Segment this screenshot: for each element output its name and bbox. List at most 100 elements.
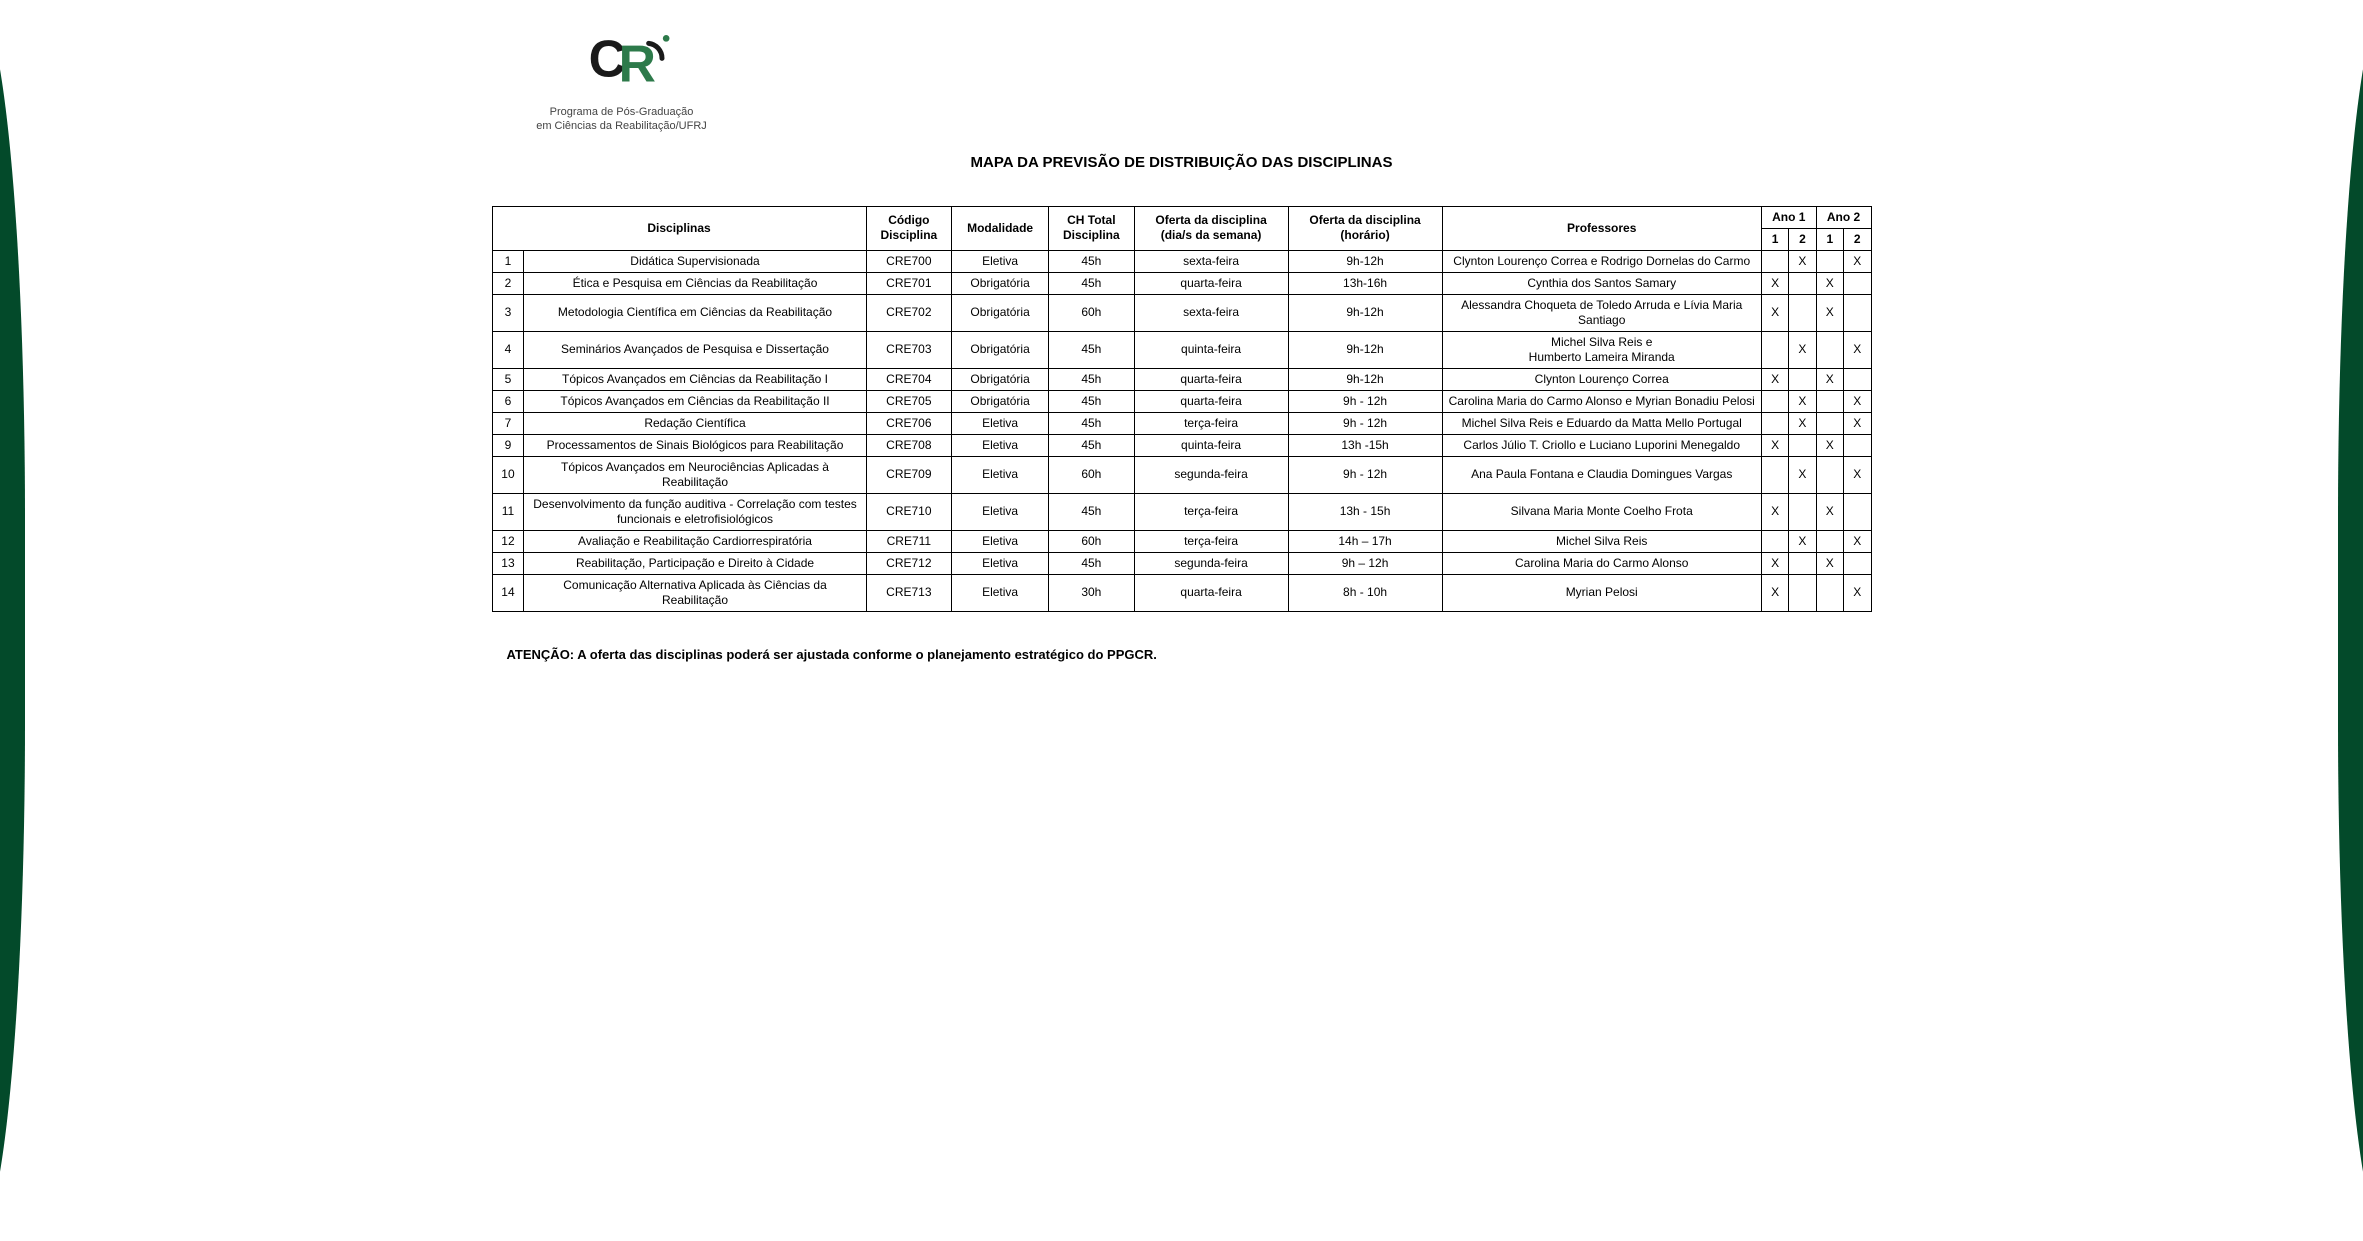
cell-n: 9 bbox=[492, 434, 524, 456]
cell-cod: CRE701 bbox=[866, 272, 952, 294]
disciplines-table: Disciplinas Código Disciplina Modalidade… bbox=[492, 206, 1872, 612]
cell-mod: Eletiva bbox=[952, 456, 1049, 493]
cell-a2s2 bbox=[1843, 493, 1871, 530]
cell-dia: terça-feira bbox=[1134, 493, 1288, 530]
cell-mod: Obrigatória bbox=[952, 331, 1049, 368]
cell-disc: Desenvolvimento da função auditiva - Cor… bbox=[524, 493, 866, 530]
table-row: 2Ética e Pesquisa em Ciências da Reabili… bbox=[492, 272, 1871, 294]
th-ano2-sem1: 1 bbox=[1816, 228, 1843, 250]
cell-a2s1: X bbox=[1816, 294, 1843, 331]
cell-dia: quarta-feira bbox=[1134, 368, 1288, 390]
cell-hor: 8h - 10h bbox=[1288, 574, 1442, 611]
cell-a1s2 bbox=[1789, 493, 1816, 530]
cell-ch: 45h bbox=[1049, 390, 1135, 412]
cell-n: 14 bbox=[492, 574, 524, 611]
cell-a1s1: X bbox=[1761, 272, 1788, 294]
cell-a2s1 bbox=[1816, 331, 1843, 368]
cell-a1s2 bbox=[1789, 294, 1816, 331]
cell-a1s1: X bbox=[1761, 294, 1788, 331]
table-row: 11Desenvolvimento da função auditiva - C… bbox=[492, 493, 1871, 530]
cell-disc: Comunicação Alternativa Aplicada às Ciên… bbox=[524, 574, 866, 611]
cell-n: 5 bbox=[492, 368, 524, 390]
cell-dia: terça-feira bbox=[1134, 412, 1288, 434]
cell-cod: CRE708 bbox=[866, 434, 952, 456]
cell-prof: Clynton Lourenço Correa bbox=[1442, 368, 1761, 390]
table-row: 14Comunicação Alternativa Aplicada às Ci… bbox=[492, 574, 1871, 611]
th-modalidade: Modalidade bbox=[952, 206, 1049, 250]
table-header: Disciplinas Código Disciplina Modalidade… bbox=[492, 206, 1871, 250]
cell-cod: CRE713 bbox=[866, 574, 952, 611]
cell-a2s2: X bbox=[1843, 574, 1871, 611]
cell-a1s2: X bbox=[1789, 456, 1816, 493]
cell-a1s2 bbox=[1789, 368, 1816, 390]
th-ano1-sem2: 2 bbox=[1789, 228, 1816, 250]
cell-disc: Redação Científica bbox=[524, 412, 866, 434]
cell-a2s2 bbox=[1843, 294, 1871, 331]
cell-n: 1 bbox=[492, 250, 524, 272]
th-oferta-dia: Oferta da disciplina (dia/s da semana) bbox=[1134, 206, 1288, 250]
cell-n: 4 bbox=[492, 331, 524, 368]
cell-mod: Eletiva bbox=[952, 530, 1049, 552]
cell-a2s2 bbox=[1843, 368, 1871, 390]
cell-disc: Seminários Avançados de Pesquisa e Disse… bbox=[524, 331, 866, 368]
cell-ch: 45h bbox=[1049, 331, 1135, 368]
table-row: 5Tópicos Avançados em Ciências da Reabil… bbox=[492, 368, 1871, 390]
cell-a2s1: X bbox=[1816, 368, 1843, 390]
cell-cod: CRE704 bbox=[866, 368, 952, 390]
cell-a2s1 bbox=[1816, 530, 1843, 552]
cell-disc: Tópicos Avançados em Ciências da Reabili… bbox=[524, 368, 866, 390]
cell-n: 11 bbox=[492, 493, 524, 530]
cell-n: 13 bbox=[492, 552, 524, 574]
cell-cod: CRE703 bbox=[866, 331, 952, 368]
table-row: 1Didática SupervisionadaCRE700Eletiva45h… bbox=[492, 250, 1871, 272]
logo-block: C R Programa de Pós-Graduação em Ciência… bbox=[522, 25, 722, 134]
cell-dia: segunda-feira bbox=[1134, 456, 1288, 493]
cell-n: 12 bbox=[492, 530, 524, 552]
cell-cod: CRE710 bbox=[866, 493, 952, 530]
cell-a2s1: X bbox=[1816, 552, 1843, 574]
cell-prof: Silvana Maria Monte Coelho Frota bbox=[1442, 493, 1761, 530]
cell-ch: 45h bbox=[1049, 250, 1135, 272]
cell-a2s1 bbox=[1816, 390, 1843, 412]
cell-hor: 9h-12h bbox=[1288, 250, 1442, 272]
cell-a1s2 bbox=[1789, 552, 1816, 574]
cell-a1s1 bbox=[1761, 250, 1788, 272]
cell-prof: Michel Silva Reis bbox=[1442, 530, 1761, 552]
cell-a1s2: X bbox=[1789, 331, 1816, 368]
cell-ch: 45h bbox=[1049, 272, 1135, 294]
cell-a2s2: X bbox=[1843, 456, 1871, 493]
cell-prof: Ana Paula Fontana e Claudia Domingues Va… bbox=[1442, 456, 1761, 493]
cell-disc: Metodologia Científica em Ciências da Re… bbox=[524, 294, 866, 331]
cell-a1s1 bbox=[1761, 390, 1788, 412]
cell-cod: CRE702 bbox=[866, 294, 952, 331]
cell-a2s1 bbox=[1816, 412, 1843, 434]
cell-a2s1 bbox=[1816, 456, 1843, 493]
cell-disc: Tópicos Avançados em Ciências da Reabili… bbox=[524, 390, 866, 412]
cell-cod: CRE706 bbox=[866, 412, 952, 434]
cell-a1s2 bbox=[1789, 434, 1816, 456]
cell-mod: Eletiva bbox=[952, 493, 1049, 530]
cell-disc: Reabilitação, Participação e Direito à C… bbox=[524, 552, 866, 574]
cell-dia: quarta-feira bbox=[1134, 272, 1288, 294]
cell-a2s2: X bbox=[1843, 331, 1871, 368]
cell-hor: 13h -15h bbox=[1288, 434, 1442, 456]
cell-disc: Tópicos Avançados em Neurociências Aplic… bbox=[524, 456, 866, 493]
cell-dia: quarta-feira bbox=[1134, 390, 1288, 412]
cell-a2s2: X bbox=[1843, 412, 1871, 434]
cell-dia: sexta-feira bbox=[1134, 294, 1288, 331]
cell-a1s2 bbox=[1789, 272, 1816, 294]
cell-a2s2: X bbox=[1843, 250, 1871, 272]
th-oferta-horario: Oferta da disciplina (horário) bbox=[1288, 206, 1442, 250]
logo-subtitle: Programa de Pós-Graduação em Ciências da… bbox=[536, 105, 707, 134]
cell-a2s1: X bbox=[1816, 434, 1843, 456]
cell-ch: 45h bbox=[1049, 412, 1135, 434]
cell-a1s1 bbox=[1761, 412, 1788, 434]
cell-cod: CRE712 bbox=[866, 552, 952, 574]
cell-mod: Eletiva bbox=[952, 412, 1049, 434]
cell-hor: 14h – 17h bbox=[1288, 530, 1442, 552]
cell-a1s2: X bbox=[1789, 390, 1816, 412]
th-ano2-sem2: 2 bbox=[1843, 228, 1871, 250]
cell-a2s1 bbox=[1816, 574, 1843, 611]
cell-hor: 9h-12h bbox=[1288, 331, 1442, 368]
cell-ch: 45h bbox=[1049, 493, 1135, 530]
